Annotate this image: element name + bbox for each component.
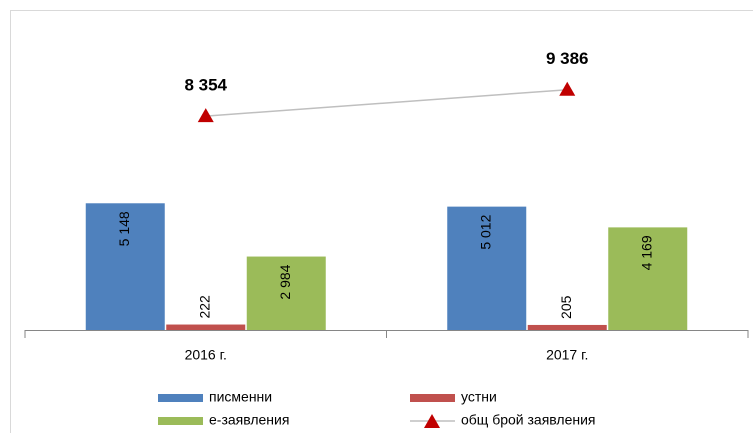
legend-label: устни	[461, 389, 497, 405]
x-tick-label: 2016 г.	[185, 347, 227, 363]
bar	[166, 324, 246, 330]
data-label: 5 148	[116, 211, 132, 246]
data-label: 4 169	[638, 235, 654, 270]
bar	[608, 227, 688, 330]
bar	[85, 203, 165, 330]
data-label: 205	[558, 295, 574, 319]
line-marker	[559, 81, 576, 96]
line-marker	[197, 108, 214, 123]
bar	[246, 256, 326, 330]
legend-swatch	[158, 417, 203, 425]
line	[205, 88, 568, 117]
bar	[527, 324, 607, 330]
x-tick-label: 2017 г.	[546, 347, 588, 363]
legend-swatch	[410, 394, 455, 402]
data-label: 222	[196, 295, 212, 319]
data-label: 9 386	[546, 49, 589, 68]
legend-label: общ брой заявления	[461, 412, 596, 428]
legend-label: писменни	[209, 389, 272, 405]
legend-swatch	[158, 394, 203, 402]
data-label: 2 984	[277, 264, 293, 299]
bar	[447, 206, 527, 330]
legend-label: е-заявления	[209, 412, 289, 428]
data-label: 8 354	[184, 76, 227, 95]
data-label: 5 012	[477, 214, 493, 249]
legend-marker	[424, 414, 440, 428]
